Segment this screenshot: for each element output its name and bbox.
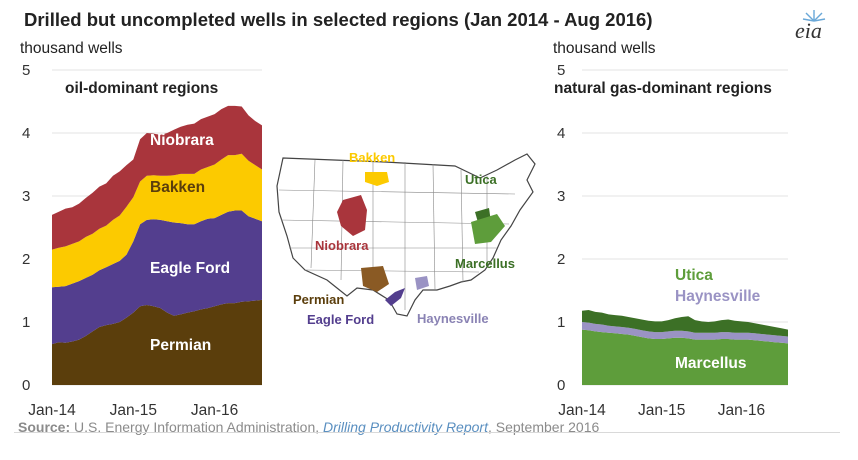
map-region-permian	[361, 266, 389, 292]
y-tick-label: 3	[557, 188, 565, 205]
area-series-permian	[52, 299, 262, 385]
map-region-marcellus	[471, 214, 505, 244]
chart-title: Drilled but uncompleted wells in selecte…	[24, 9, 653, 30]
map-label-niobrara: Niobrara	[315, 238, 369, 253]
map-label-bakken: Bakken	[349, 150, 395, 165]
map-region-bakken	[365, 172, 389, 186]
y-tick-label: 1	[557, 314, 565, 331]
y-tick-label: 2	[557, 251, 565, 268]
y-tick-label: 0	[557, 377, 565, 394]
map-label-haynesville: Haynesville	[417, 311, 489, 326]
gas-regions-chart: 0 1 2 3 4 5 Marcellus Haynesville Utica Jan-14 Jan…	[554, 62, 788, 419]
us-map-outline	[276, 153, 536, 317]
series-label: Utica	[675, 267, 713, 284]
y-tick-label: 3	[22, 188, 30, 205]
area-series-utica	[582, 310, 788, 337]
y-tick-label: 5	[557, 62, 565, 79]
area-series-bakken	[52, 153, 262, 288]
y-tick-label: 2	[22, 251, 30, 268]
y-tick-label: 4	[557, 125, 565, 142]
map-label-eagle-ford: Eagle Ford	[307, 312, 374, 327]
series-label: Eagle Ford	[150, 260, 230, 277]
x-tick-label: Jan-15	[638, 402, 685, 419]
left-y-axis-unit: thousand wells	[20, 40, 123, 57]
area-series-niobrara	[52, 105, 262, 250]
series-label: Niobrara	[150, 132, 214, 149]
map-region-eagle-ford	[385, 288, 405, 306]
chart-subtitle: oil-dominant regions	[65, 80, 218, 97]
y-tick-label: 1	[22, 314, 30, 331]
source-agency: U.S. Energy Information Administration,	[74, 419, 320, 435]
y-tick-label: 5	[22, 62, 30, 79]
chart-subtitle: natural gas-dominant regions	[554, 80, 772, 97]
y-tick-label: 4	[22, 125, 30, 142]
footer-divider	[14, 432, 840, 433]
us-regions-map: Bakken Niobrara Permian Eagle Ford Hayne…	[276, 150, 536, 327]
map-label-marcellus: Marcellus	[455, 256, 515, 271]
x-tick-label: Jan-14	[558, 402, 606, 419]
series-label: Permian	[150, 337, 211, 354]
source-note: Source: U.S. Energy Information Administ…	[18, 419, 599, 435]
source-report-link[interactable]: Drilling Productivity Report	[323, 419, 488, 435]
map-region-niobrara	[337, 195, 367, 236]
eia-logo-sun-icon	[802, 10, 826, 22]
map-region-haynesville	[415, 276, 429, 290]
eia-logo: eia	[795, 18, 822, 43]
x-tick-label: Jan-16	[718, 402, 765, 419]
source-date: , September 2016	[487, 419, 600, 435]
oil-regions-chart: 0 1 2 3 4 5 Permian Eagle Ford Bakken Niobrara Jan…	[22, 62, 262, 419]
area-series-eagle-ford	[52, 210, 262, 345]
x-tick-label: Jan-15	[110, 402, 157, 419]
map-label-permian: Permian	[293, 292, 344, 307]
x-tick-label: Jan-14	[28, 402, 76, 419]
map-label-utica: Utica	[465, 172, 498, 187]
area-series-marcellus	[582, 329, 788, 385]
series-label: Bakken	[150, 179, 205, 196]
x-tick-label: Jan-16	[191, 402, 238, 419]
source-label: Source:	[18, 419, 71, 435]
right-y-axis-unit: thousand wells	[553, 40, 656, 57]
series-label: Haynesville	[675, 288, 761, 305]
area-series-haynesville	[582, 322, 788, 344]
series-label: Marcellus	[675, 355, 747, 372]
y-tick-label: 0	[22, 377, 30, 394]
